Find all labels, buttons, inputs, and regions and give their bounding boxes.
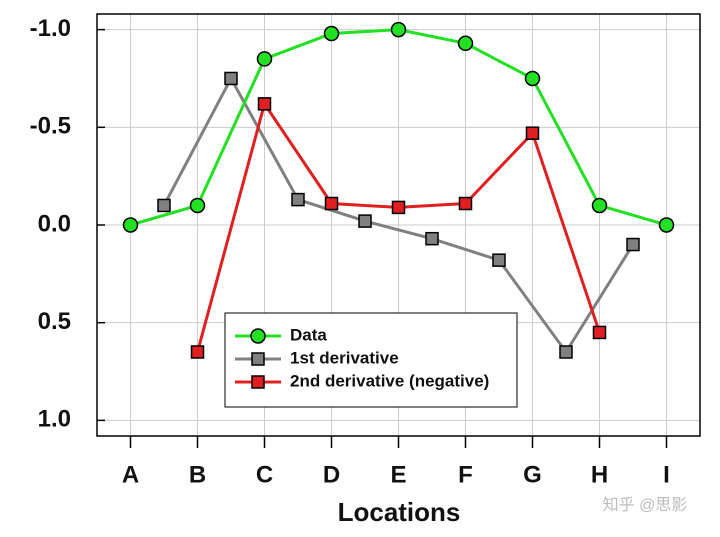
- legend-marker: [251, 375, 265, 389]
- data-point: [626, 237, 640, 252]
- data-point: [189, 197, 206, 214]
- data-point: [492, 253, 506, 267]
- data-point: [256, 51, 273, 67]
- x-axis-label: Locations: [338, 497, 461, 527]
- data-point: [224, 71, 238, 86]
- data-point: [591, 197, 608, 214]
- legend-marker: [250, 328, 266, 344]
- y-tick-label: 1.0: [38, 406, 71, 433]
- data-point: [391, 200, 406, 215]
- data-point: [291, 192, 305, 207]
- data-point: [122, 217, 139, 233]
- x-tick-label: I: [663, 461, 670, 488]
- x-tick-label: C: [256, 461, 273, 488]
- watermark: 知乎 @思影: [603, 496, 688, 514]
- x-tick-label: G: [523, 461, 542, 488]
- data-point: [525, 126, 540, 140]
- x-tick-label: A: [122, 461, 139, 488]
- plot-frame: [96, 13, 701, 437]
- data-point: [390, 21, 407, 38]
- data-point: [157, 198, 171, 213]
- legend-marker: [251, 352, 265, 366]
- data-point: [458, 196, 473, 211]
- data-point: [324, 196, 339, 211]
- legend-label: 2nd derivative (negative): [290, 371, 489, 390]
- legend: Data 1st derivative 2nd derivative (negati…: [224, 312, 518, 408]
- data-point: [658, 217, 675, 233]
- legend-label: Data: [290, 325, 327, 344]
- data-point: [457, 35, 474, 52]
- x-tick-label: F: [458, 461, 473, 488]
- y-tick-label: -1.0: [30, 15, 71, 42]
- legend-label: 1st derivative: [290, 348, 399, 367]
- data-point: [524, 70, 541, 87]
- x-tick-label: D: [323, 461, 340, 488]
- x-tick-label: H: [591, 461, 608, 488]
- data-point: [257, 97, 272, 111]
- data-point: [358, 214, 372, 228]
- y-tick-label: -0.5: [30, 113, 71, 140]
- series-line: [162, 75, 635, 355]
- data-point: [559, 345, 573, 359]
- data-point: [425, 231, 439, 246]
- x-tick-label: E: [390, 461, 406, 488]
- x-tick-label: B: [189, 461, 206, 488]
- data-point: [190, 345, 205, 359]
- data-point: [323, 25, 340, 42]
- data-point: [592, 325, 607, 340]
- y-tick-label: 0.5: [38, 308, 71, 335]
- y-tick-label: 0.0: [38, 210, 71, 237]
